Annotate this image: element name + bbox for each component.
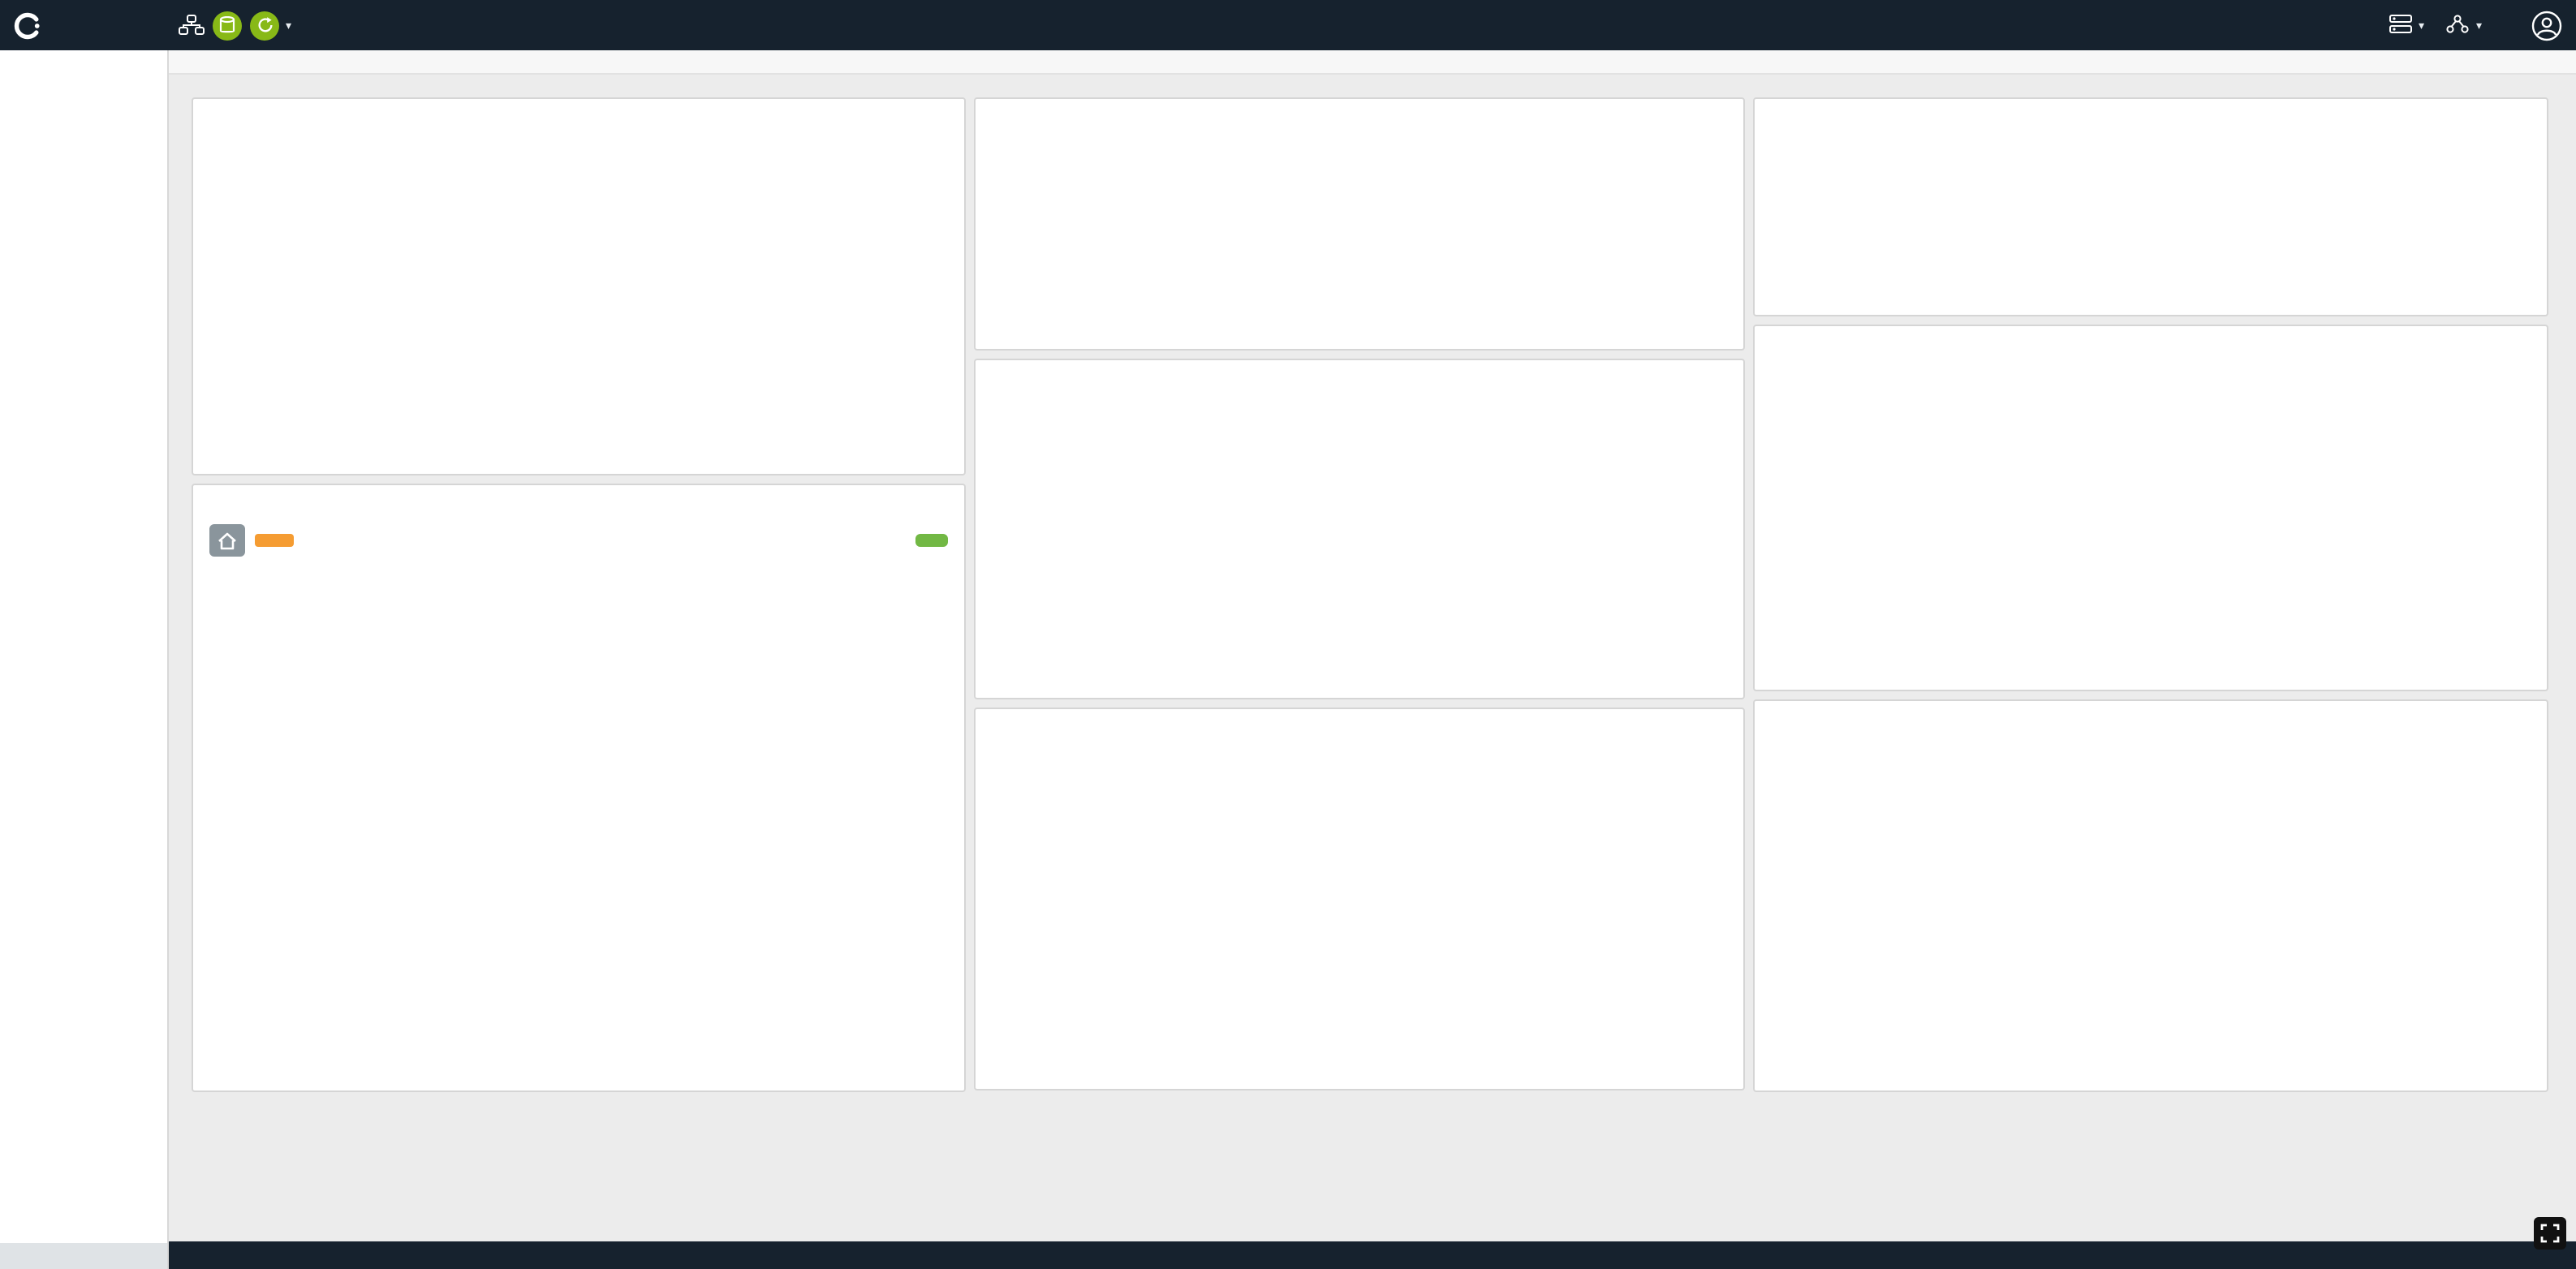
database-icon[interactable]	[213, 11, 242, 40]
panel-queue-31-days	[974, 708, 1745, 1090]
services-status: ▾	[2447, 15, 2482, 36]
services-chevron-icon[interactable]: ▾	[2476, 19, 2482, 32]
house-icon	[209, 524, 245, 557]
centreon-app: ▾ ▾	[0, 0, 2576, 1269]
projection-legend	[1763, 612, 2539, 618]
export-icon[interactable]	[250, 11, 279, 40]
availability-gauge	[1041, 135, 1317, 290]
pollers-group[interactable]	[179, 14, 205, 37]
projection-chart	[1763, 359, 2526, 612]
infra-footnote	[200, 1060, 958, 1066]
save-button[interactable]	[915, 534, 948, 547]
topbar: ▾ ▾	[0, 0, 2576, 50]
panel-storage-projection	[1753, 325, 2548, 691]
footer	[169, 1241, 2576, 1269]
panel-infrastructure	[192, 484, 966, 1092]
breadcrumb	[169, 50, 2576, 75]
infrastructure-diagram[interactable]	[200, 560, 956, 1060]
sidebar-collapse-button[interactable]	[0, 1243, 167, 1269]
centreon-logo-icon	[13, 11, 42, 40]
fullscreen-button[interactable]	[2534, 1217, 2566, 1250]
panel-availability-12-months	[974, 359, 1745, 699]
sidebar	[0, 50, 169, 1269]
panel-availability-current-month	[974, 97, 1745, 351]
hosts-status: ▾	[2389, 15, 2424, 36]
panel-risky-storage	[1753, 97, 2548, 316]
pollers-icon	[179, 14, 205, 35]
hosts-chevron-icon[interactable]: ▾	[2419, 19, 2424, 32]
queue-stacked-chart	[984, 745, 1724, 1056]
panel-typical-24h	[1753, 699, 2548, 1092]
months-legend	[984, 643, 1735, 649]
typical-legend	[1763, 975, 2539, 982]
hosts-icon	[2389, 15, 2412, 34]
dashboard-tabs	[169, 75, 2576, 94]
fullscreen-icon	[2540, 1224, 2560, 1243]
brand[interactable]	[13, 11, 169, 40]
panel-health	[192, 97, 966, 475]
user-avatar-icon[interactable]	[2531, 9, 2563, 41]
services-icon	[2447, 15, 2470, 34]
pollers-chevron-icon[interactable]: ▾	[286, 19, 291, 32]
months-chart	[984, 396, 1724, 643]
main-area	[169, 50, 2576, 1269]
typical-24h-chart	[1763, 733, 2526, 980]
infrastructure-node-label[interactable]	[255, 534, 294, 547]
